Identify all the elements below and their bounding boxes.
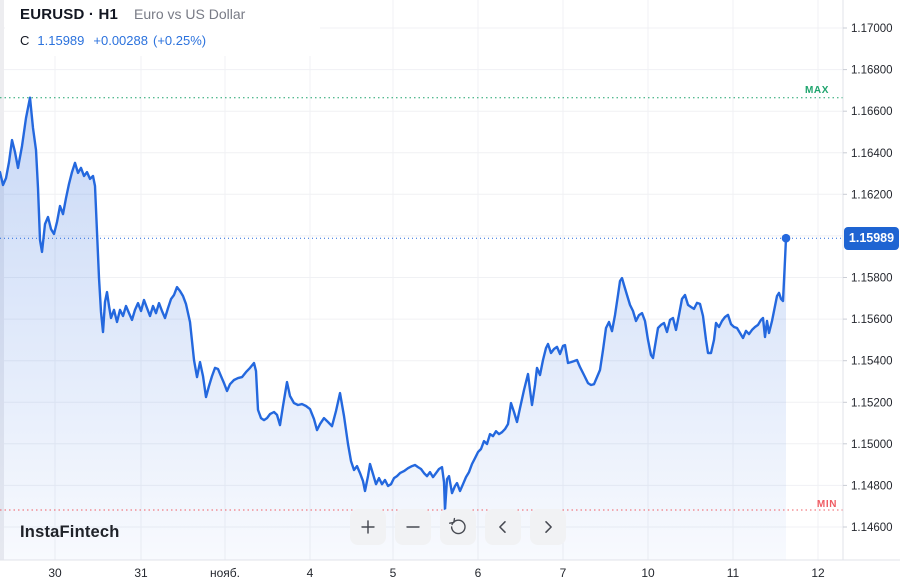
price-change-percent: (+0.25%) — [152, 33, 207, 48]
close-label: C — [20, 33, 30, 48]
chart-toolbar — [350, 509, 566, 545]
price-axis-label: 1.16800 — [851, 65, 893, 77]
price-axis-label: 1.15600 — [851, 314, 893, 326]
time-axis-label: нояб. — [210, 566, 240, 580]
price-axis-label: 1.14800 — [851, 480, 893, 492]
zoom-in-button[interactable] — [350, 509, 386, 545]
last-price-dot — [781, 233, 791, 243]
scroll-left-button[interactable] — [485, 509, 521, 545]
price-axis-label: 1.15800 — [851, 273, 893, 285]
price-axis-label: 1.15200 — [851, 397, 893, 409]
chart-legend: EURUSD · H1 Euro vs US Dollar C 1.15989 … — [20, 6, 245, 48]
plus-icon — [357, 516, 379, 538]
reset-icon — [447, 516, 469, 538]
scroll-right-button[interactable] — [530, 509, 566, 545]
symbol-description: Euro vs US Dollar — [134, 6, 246, 22]
time-axis-label: 6 — [475, 566, 482, 580]
time-axis-label: 7 — [560, 566, 567, 580]
time-axis-label: 30 — [48, 566, 62, 580]
price-axis-label: 1.16200 — [851, 189, 893, 201]
price-axis-label: 1.14600 — [851, 522, 893, 534]
time-axis-label: 12 — [811, 566, 825, 580]
last-price-badge: 1.15989 — [844, 226, 899, 250]
price-line — [0, 96, 788, 512]
time-axis-label: 31 — [134, 566, 148, 580]
chevron-right-icon — [537, 516, 559, 538]
level-lines — [0, 97, 843, 511]
max-level-label: MAX — [804, 85, 830, 96]
zoom-out-button[interactable] — [395, 509, 431, 545]
min-level-label: MIN — [816, 499, 838, 510]
instafintech-logo: InstaFintech — [20, 523, 120, 541]
time-axis-label: 11 — [727, 566, 740, 580]
chevron-left-icon — [492, 516, 514, 538]
symbol-title[interactable]: EURUSD · H1 — [20, 6, 119, 23]
minus-icon — [402, 516, 424, 538]
price-axis-label: 1.16600 — [851, 106, 893, 118]
time-axis-label: 5 — [390, 566, 397, 580]
legend-backdrop — [5, 0, 320, 56]
reset-chart-button[interactable] — [440, 509, 476, 545]
time-axis-label: 10 — [641, 566, 655, 580]
area-fill — [0, 97, 786, 560]
price-axis-label: 1.15000 — [851, 439, 893, 451]
price-axis-label: 1.15400 — [851, 356, 893, 368]
price-axis-label: 1.17000 — [851, 23, 893, 35]
price-change-value: +0.00288 — [93, 33, 148, 48]
quote-row: C 1.15989 +0.00288 (+0.25%) — [20, 33, 245, 48]
price-axis-label: 1.16400 — [851, 148, 893, 160]
price-series — [0, 96, 788, 560]
last-price-value: 1.15989 — [37, 33, 85, 48]
time-axis-label: 4 — [307, 566, 314, 580]
